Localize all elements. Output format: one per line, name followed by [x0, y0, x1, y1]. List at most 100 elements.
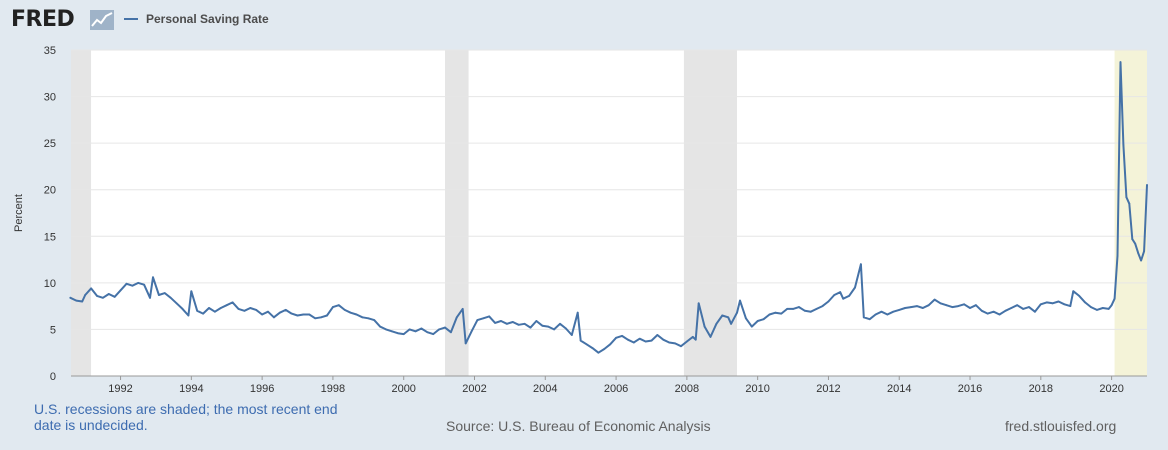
data-point: [181, 308, 184, 310]
data-point: [152, 276, 154, 279]
x-tick-label: 2002: [462, 383, 486, 395]
series-line: [69, 61, 1148, 354]
data-point: [691, 335, 694, 338]
data-point: [267, 310, 269, 313]
data-point: [674, 342, 676, 345]
data-point: [632, 341, 635, 344]
data-point: [792, 308, 794, 310]
data-point: [986, 312, 989, 315]
data-point: [163, 292, 166, 295]
data-point: [668, 341, 671, 344]
y-tick-label: 15: [44, 231, 56, 243]
data-point: [511, 321, 514, 323]
data-point: [1125, 196, 1128, 199]
data-point: [391, 330, 393, 333]
data-point: [750, 325, 753, 328]
data-point: [90, 287, 92, 290]
data-point: [709, 335, 712, 338]
data-point: [656, 334, 659, 336]
data-point: [1072, 290, 1075, 293]
data-point: [541, 324, 544, 327]
chart-area[interactable]: 0 5 10 15 20 25 30 35 1992 1994 1996 1998 2000 2002 2…: [0, 0, 1168, 400]
data-point: [703, 325, 706, 328]
recession-shade: [683, 50, 738, 376]
data-point: [579, 339, 582, 342]
data-point: [96, 294, 98, 297]
data-point: [833, 294, 836, 296]
data-point: [450, 331, 452, 334]
x-tick-label: 2018: [1029, 383, 1053, 395]
data-point: [470, 330, 473, 333]
x-tick-label: 2006: [604, 383, 628, 395]
data-point: [1028, 306, 1030, 308]
data-point: [1063, 303, 1066, 306]
data-point: [284, 308, 287, 311]
data-point: [119, 289, 122, 292]
x-tick-label: 2008: [675, 383, 699, 395]
data-point: [780, 312, 783, 315]
data-point: [576, 311, 579, 314]
data-point: [349, 311, 352, 314]
data-point: [597, 351, 600, 354]
data-point: [570, 334, 573, 336]
data-point: [190, 290, 193, 293]
data-point: [650, 339, 653, 342]
data-point: [482, 317, 485, 320]
data-point: [208, 307, 210, 309]
data-point: [1022, 308, 1025, 310]
data-point: [662, 338, 665, 341]
data-point: [1146, 184, 1148, 186]
data-point: [255, 308, 258, 311]
data-point: [379, 325, 382, 328]
data-point: [308, 313, 311, 316]
data-point: [874, 313, 877, 316]
data-point: [464, 342, 467, 345]
data-point: [1051, 302, 1054, 305]
data-point: [880, 310, 883, 313]
y-axis-title: Percent: [13, 194, 25, 232]
data-point: [296, 314, 299, 317]
data-point: [886, 313, 889, 316]
data-point: [839, 291, 842, 294]
fred-site-link[interactable]: fred.stlouisfed.org: [1005, 418, 1117, 434]
x-tick-label: 1998: [321, 383, 345, 395]
data-point: [343, 308, 346, 311]
data-point: [736, 311, 738, 314]
data-point: [892, 310, 895, 313]
data-point: [196, 309, 199, 312]
data-point: [694, 338, 697, 341]
data-point: [237, 308, 240, 310]
fred-logo[interactable]: FRED: [11, 7, 75, 32]
data-point: [975, 304, 977, 307]
data-point: [214, 310, 216, 313]
data-point: [727, 316, 730, 319]
data-point: [202, 312, 205, 315]
data-point: [916, 305, 918, 308]
data-point: [1131, 238, 1134, 240]
data-point: [798, 306, 800, 308]
data-point: [517, 323, 520, 326]
data-point: [175, 302, 178, 305]
x-tick-label: 2012: [816, 383, 840, 395]
x-tick-label: 2004: [533, 383, 557, 395]
data-point: [559, 322, 561, 325]
data-point: [980, 309, 983, 312]
data-point: [762, 318, 765, 321]
data-point: [137, 281, 140, 284]
y-tick-label: 25: [44, 138, 56, 150]
data-point: [1010, 307, 1013, 309]
data-point: [1134, 242, 1137, 245]
data-point: [249, 307, 252, 309]
data-point: [225, 304, 228, 307]
graph-header: FRED Personal Saving Rate: [0, 0, 1168, 40]
data-point: [626, 338, 629, 341]
data-point: [910, 306, 912, 308]
x-tick-label: 2020: [1099, 383, 1123, 395]
data-point: [1090, 306, 1092, 308]
data-point: [957, 305, 960, 308]
data-point: [461, 308, 464, 310]
source-note: Source: U.S. Bureau of Economic Analysis: [446, 418, 711, 434]
data-point: [337, 304, 340, 307]
data-point: [261, 313, 264, 316]
recession-note: U.S. recessions are shaded; the most rec…: [34, 401, 338, 433]
